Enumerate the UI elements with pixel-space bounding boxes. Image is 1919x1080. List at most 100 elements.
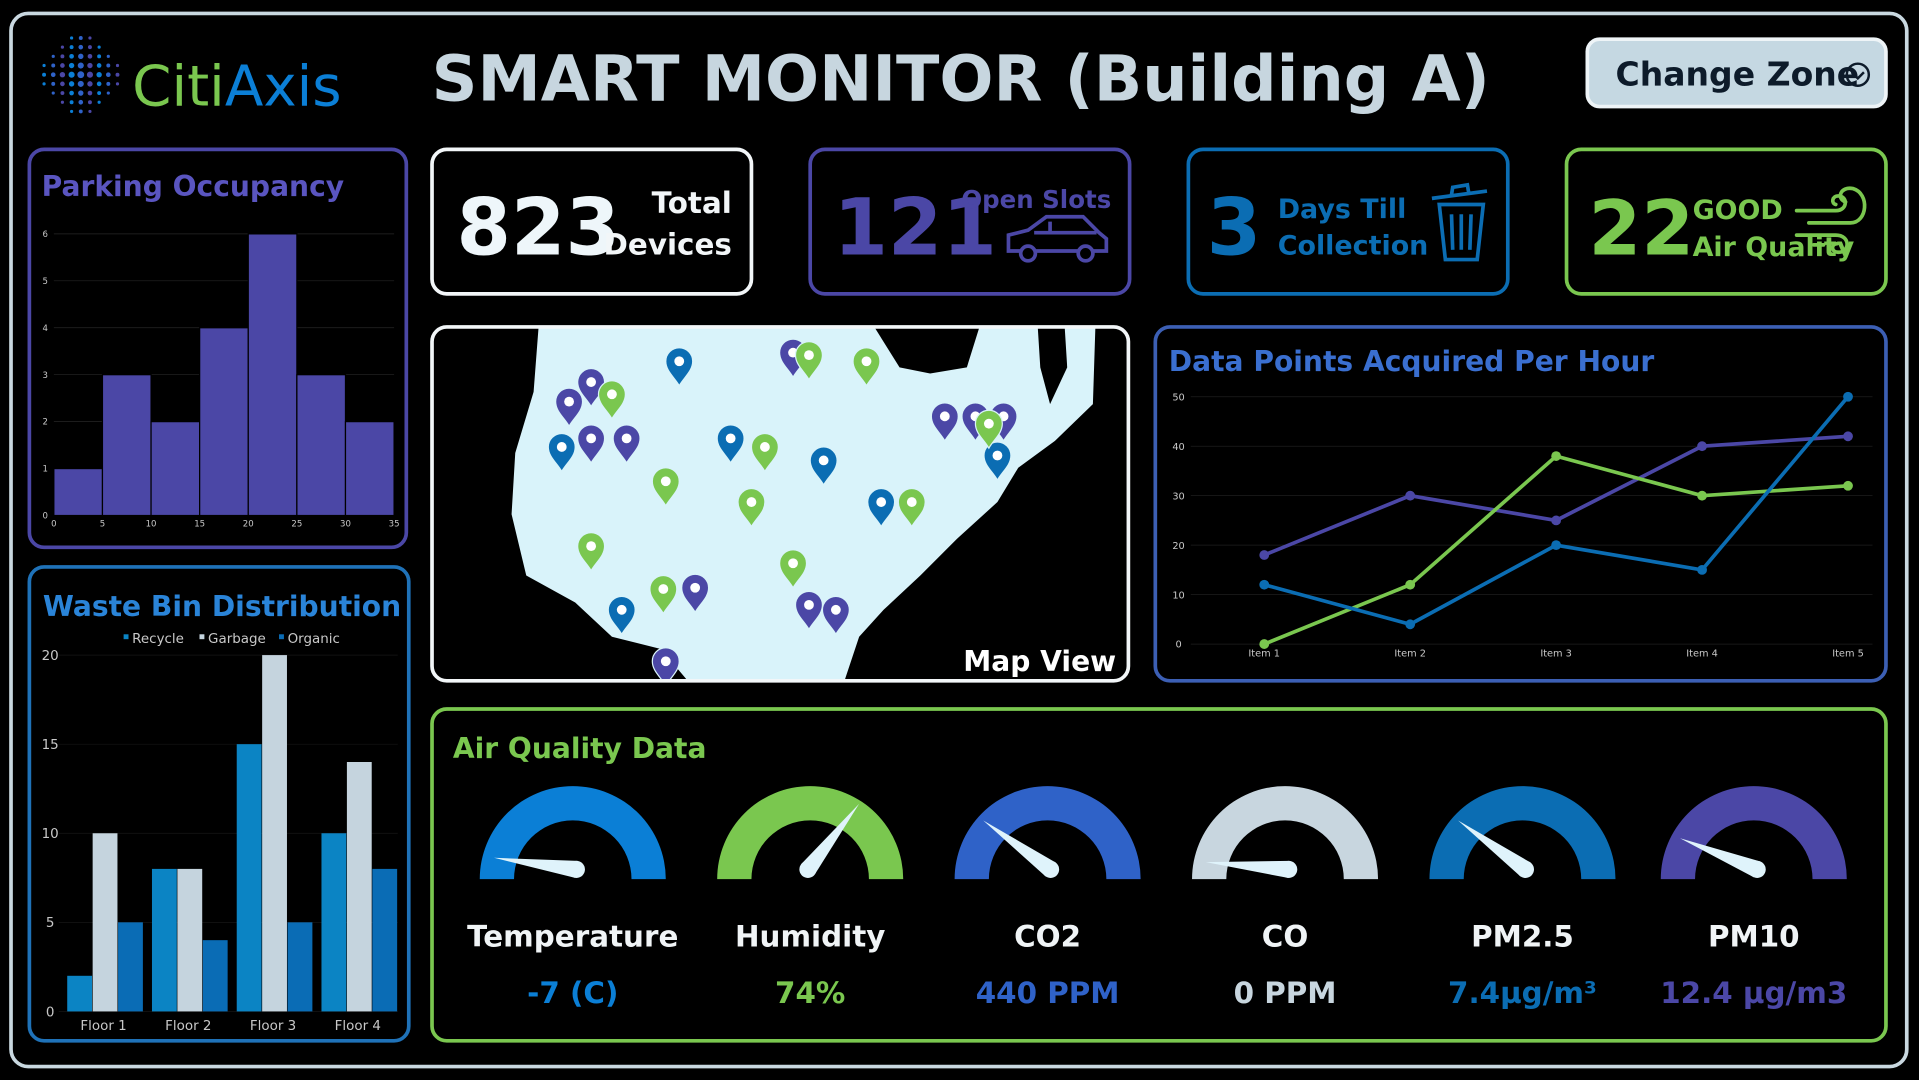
pin xyxy=(794,341,824,381)
chart-title: Waste Bin Distribution xyxy=(43,590,401,623)
gauge-arc xyxy=(1429,786,1616,880)
button-icon[interactable] xyxy=(1850,71,1865,81)
map-label: Map View xyxy=(963,645,1116,678)
gauge-pivot xyxy=(1748,860,1766,878)
pin-body xyxy=(794,341,824,381)
gauge-arc xyxy=(479,786,666,880)
bar xyxy=(92,833,118,1012)
point xyxy=(1843,480,1853,491)
gauge-needle xyxy=(1458,820,1531,877)
logo-dot xyxy=(51,81,56,86)
logo-dot xyxy=(69,54,74,59)
pin xyxy=(651,467,680,507)
car-body xyxy=(1006,214,1109,253)
pin-body xyxy=(577,532,606,572)
trash-icon xyxy=(1431,182,1488,262)
pin-body xyxy=(867,487,896,528)
pin-body xyxy=(665,347,694,387)
pin xyxy=(930,402,959,443)
logo-dot xyxy=(50,72,56,78)
x-tick-label: Item 3 xyxy=(1540,648,1572,659)
logo-dot xyxy=(87,45,92,50)
gauge-pivot xyxy=(799,860,817,878)
pin-dot xyxy=(992,450,1003,461)
gauge-needle xyxy=(493,857,578,878)
logo-dot xyxy=(70,109,74,114)
y-tick-label: 10 xyxy=(42,827,59,842)
page-title: SMART MONITOR (Building A) xyxy=(432,42,1490,116)
pin xyxy=(897,487,926,528)
kpi-label: Days Till xyxy=(1278,194,1407,225)
pin-dot xyxy=(674,356,685,367)
pin-body xyxy=(794,590,824,631)
button-icon[interactable] xyxy=(1845,62,1871,87)
y-tick-label: 10 xyxy=(1172,590,1184,601)
logo-dot xyxy=(77,80,84,87)
kpi-value: 823 xyxy=(456,183,619,274)
pin-body xyxy=(852,347,881,387)
logo-dot xyxy=(97,91,102,96)
lake xyxy=(1037,328,1068,405)
logo-dot xyxy=(88,36,92,40)
y-tick-label: 3 xyxy=(43,371,48,381)
point xyxy=(1551,540,1562,551)
logo-dot xyxy=(68,71,75,78)
bar xyxy=(262,655,287,1012)
kpi-label: Open Slots xyxy=(961,185,1111,214)
bar xyxy=(202,940,228,1012)
pin xyxy=(607,595,636,636)
logo-dot xyxy=(88,109,92,114)
pin-dot xyxy=(564,396,574,407)
logo-dot xyxy=(70,36,74,40)
logo-dot xyxy=(106,91,110,95)
pin xyxy=(597,380,627,421)
chart-title: Parking Occupancy xyxy=(42,170,345,203)
gauge-label: Temperature xyxy=(467,920,678,954)
logo-dot xyxy=(87,81,93,87)
logo-dot xyxy=(87,62,93,69)
panel xyxy=(430,707,1888,1043)
change-zone-button[interactable]: Change Zone xyxy=(1585,37,1888,109)
pin-dot xyxy=(660,656,671,667)
gauge-pivot xyxy=(1042,860,1060,878)
pin-body xyxy=(716,424,745,465)
pin-body xyxy=(607,595,636,636)
pin-dot xyxy=(690,582,701,593)
y-tick-label: 5 xyxy=(46,916,55,931)
x-tick-label: 20 xyxy=(243,520,254,530)
logo-dot xyxy=(106,81,111,86)
legend-swatch xyxy=(123,634,129,640)
bar xyxy=(372,868,398,1012)
pin xyxy=(577,367,606,408)
pin xyxy=(577,424,606,465)
logo-dot xyxy=(42,82,46,86)
y-tick-label: 2 xyxy=(43,418,48,428)
logo-dot xyxy=(69,100,74,105)
car-window xyxy=(1034,221,1097,235)
button-label[interactable]: Change Zone xyxy=(1615,55,1859,94)
point xyxy=(1551,515,1562,526)
y-tick-label: 50 xyxy=(1172,392,1184,403)
wind-line xyxy=(1807,186,1867,225)
gauge-pivot xyxy=(1516,860,1535,878)
y-tick-label: 40 xyxy=(1172,442,1184,453)
x-tick-label: Floor 4 xyxy=(335,1019,381,1034)
frame xyxy=(9,11,1909,1069)
kpi-label: Collection xyxy=(1278,231,1429,262)
pin-body xyxy=(597,380,627,421)
pin xyxy=(983,441,1012,482)
bar xyxy=(296,374,347,517)
y-tick-label: 20 xyxy=(42,649,59,664)
pin xyxy=(681,573,710,614)
bar xyxy=(321,833,347,1012)
x-tick-label: Floor 2 xyxy=(165,1019,211,1034)
logo-dot xyxy=(97,100,101,104)
point xyxy=(1259,550,1270,560)
panel xyxy=(1153,325,1888,683)
logo-dot xyxy=(42,63,46,68)
wind-icon xyxy=(1794,186,1867,255)
button-bg[interactable] xyxy=(1585,37,1888,109)
pin-body xyxy=(809,446,838,487)
logo-dot xyxy=(51,91,55,95)
